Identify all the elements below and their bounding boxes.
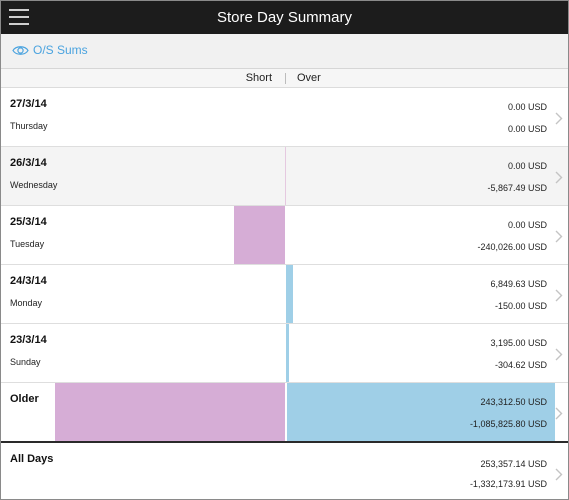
toolbar: O/S Sums	[1, 34, 568, 69]
row-date: Older	[10, 393, 39, 405]
row-date: 23/3/14	[10, 334, 47, 346]
row-short-value: -304.62 USD	[494, 360, 547, 370]
row-short-value: 0.00 USD	[507, 124, 547, 134]
row-over-value: 0.00 USD	[507, 102, 547, 112]
chevron-right-icon	[555, 112, 563, 125]
chevron-right-icon	[555, 348, 563, 361]
day-row[interactable]: 25/3/14 Tuesday 0.00 USD -240,026.00 USD	[1, 206, 568, 265]
row-date: 27/3/14	[10, 98, 47, 110]
column-header: Short Over	[1, 69, 568, 88]
chevron-right-icon	[555, 289, 563, 302]
chevron-right-icon	[555, 407, 563, 420]
row-over-value: 3,195.00 USD	[490, 338, 547, 348]
row-short-value: -5,867.49 USD	[487, 183, 547, 193]
day-row[interactable]: Older 243,312.50 USD -1,085,825.80 USD	[1, 383, 568, 441]
chevron-right-icon	[555, 230, 563, 243]
over-bar	[286, 324, 289, 382]
day-row[interactable]: 26/3/14 Wednesday 0.00 USD -5,867.49 USD	[1, 147, 568, 206]
row-day: Wednesday	[10, 180, 58, 190]
row-day: Sunday	[10, 357, 41, 367]
day-row[interactable]: 23/3/14 Sunday 3,195.00 USD -304.62 USD	[1, 324, 568, 383]
row-over-value: 6,849.63 USD	[490, 279, 547, 289]
over-bar	[287, 383, 555, 441]
chevron-right-icon	[555, 468, 563, 481]
row-over-value: 243,312.50 USD	[480, 397, 547, 407]
title-bar: Store Day Summary	[1, 1, 568, 34]
hamburger-menu-icon[interactable]	[9, 9, 29, 25]
totals-over-value: 253,357.14 USD	[480, 459, 547, 469]
row-date: 24/3/14	[10, 275, 47, 287]
chevron-right-icon	[555, 171, 563, 184]
short-bar	[55, 383, 285, 441]
row-day: Thursday	[10, 121, 48, 131]
short-column-label: Short	[245, 72, 272, 84]
totals-row[interactable]: All Days 253,357.14 USD -1,332,173.91 US…	[1, 441, 568, 499]
row-over-value: 0.00 USD	[507, 220, 547, 230]
row-day: Monday	[10, 298, 43, 308]
row-short-value: -150.00 USD	[494, 301, 547, 311]
zero-axis-line	[285, 147, 286, 205]
day-row[interactable]: 24/3/14 Monday 6,849.63 USD -150.00 USD	[1, 265, 568, 324]
os-sums-label: O/S Sums	[33, 43, 88, 57]
row-date: 26/3/14	[10, 157, 47, 169]
row-day: Tuesday	[10, 239, 45, 249]
column-divider	[285, 73, 286, 84]
over-column-label: Over	[297, 72, 321, 84]
day-row[interactable]: 27/3/14 Thursday 0.00 USD 0.00 USD	[1, 88, 568, 147]
eye-icon	[12, 45, 29, 55]
short-bar	[234, 206, 285, 264]
row-short-value: -240,026.00 USD	[477, 242, 547, 252]
totals-short-value: -1,332,173.91 USD	[469, 479, 547, 489]
row-date: 25/3/14	[10, 216, 47, 228]
over-bar	[286, 265, 293, 323]
row-over-value: 0.00 USD	[507, 161, 547, 171]
os-sums-button[interactable]: O/S Sums	[12, 43, 88, 57]
row-short-value: -1,085,825.80 USD	[469, 419, 547, 429]
totals-label: All Days	[10, 453, 54, 465]
page-title: Store Day Summary	[216, 9, 353, 26]
